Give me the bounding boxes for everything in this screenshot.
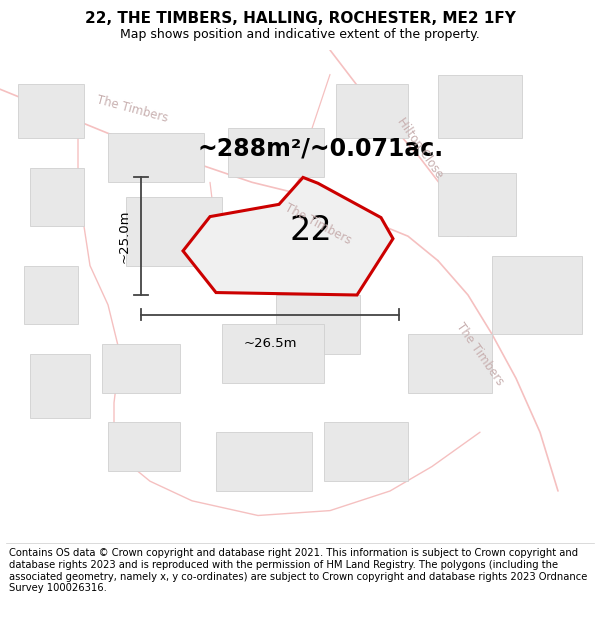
Text: The Timbers: The Timbers	[454, 320, 506, 388]
Polygon shape	[18, 84, 84, 138]
Text: ~288m²/~0.071ac.: ~288m²/~0.071ac.	[198, 136, 444, 160]
Text: The Timbers: The Timbers	[95, 93, 169, 124]
Text: Hilton Close: Hilton Close	[394, 115, 446, 181]
Polygon shape	[492, 256, 582, 334]
Polygon shape	[438, 173, 516, 236]
Text: 22, THE TIMBERS, HALLING, ROCHESTER, ME2 1FY: 22, THE TIMBERS, HALLING, ROCHESTER, ME2…	[85, 11, 515, 26]
Polygon shape	[108, 133, 204, 182]
Polygon shape	[336, 84, 408, 138]
Polygon shape	[276, 295, 360, 354]
Polygon shape	[324, 422, 408, 481]
Text: Map shows position and indicative extent of the property.: Map shows position and indicative extent…	[120, 28, 480, 41]
Polygon shape	[216, 432, 312, 491]
Text: The Timbers: The Timbers	[283, 201, 353, 247]
Polygon shape	[183, 177, 393, 295]
Polygon shape	[30, 354, 90, 418]
Text: Contains OS data © Crown copyright and database right 2021. This information is : Contains OS data © Crown copyright and d…	[9, 549, 587, 593]
Polygon shape	[108, 422, 180, 471]
Polygon shape	[126, 197, 222, 266]
Polygon shape	[438, 74, 522, 138]
Polygon shape	[228, 128, 324, 178]
Polygon shape	[222, 324, 324, 383]
Text: 22: 22	[290, 214, 333, 248]
Polygon shape	[24, 266, 78, 324]
Polygon shape	[30, 168, 84, 226]
Polygon shape	[102, 344, 180, 393]
Text: ~25.0m: ~25.0m	[118, 209, 131, 263]
Polygon shape	[408, 334, 492, 393]
Text: ~26.5m: ~26.5m	[243, 337, 297, 349]
